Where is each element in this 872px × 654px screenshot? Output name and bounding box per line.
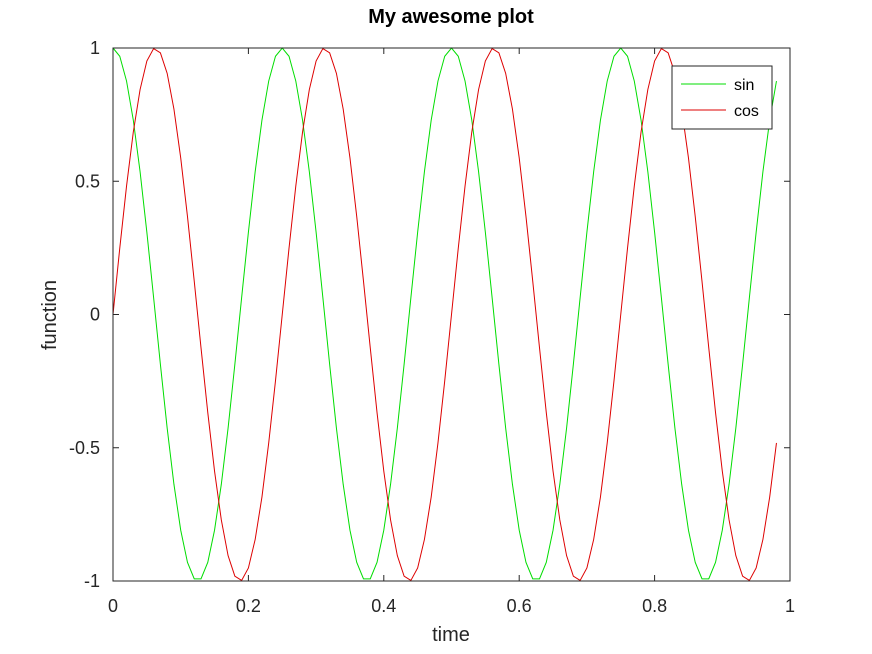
y-tick-label-3: 0.5 <box>75 171 100 191</box>
legend-label-sin: sin <box>734 77 754 94</box>
series-layer <box>112 47 777 582</box>
y-tick-label-4: 1 <box>90 38 100 58</box>
x-tick-label-2: 0.4 <box>371 596 396 616</box>
x-tick-label-5: 1 <box>785 596 795 616</box>
legend-box <box>671 65 773 130</box>
ticks-layer: 0 0.2 0.4 0.6 0.8 1 -1 -0.5 0 0.5 1 <box>69 38 795 616</box>
x-tick-label-4: 0.8 <box>642 596 667 616</box>
chart-title: My awesome plot <box>368 6 534 28</box>
y-tick-label-0: -1 <box>84 571 100 591</box>
x-tick-label-0: 0 <box>108 596 118 616</box>
y-tick-label-2: 0 <box>90 305 100 325</box>
legend-label-cos: cos <box>734 103 759 120</box>
series-line-cos <box>112 47 777 582</box>
y-tick-label-1: -0.5 <box>69 438 100 458</box>
x-tick-label-1: 0.2 <box>236 596 261 616</box>
legend: sin cos <box>671 65 773 130</box>
x-tick-label-3: 0.6 <box>507 596 532 616</box>
x-axis-label: time <box>432 624 470 646</box>
series-line-sin <box>112 47 777 580</box>
y-axis-label: function <box>39 280 61 350</box>
